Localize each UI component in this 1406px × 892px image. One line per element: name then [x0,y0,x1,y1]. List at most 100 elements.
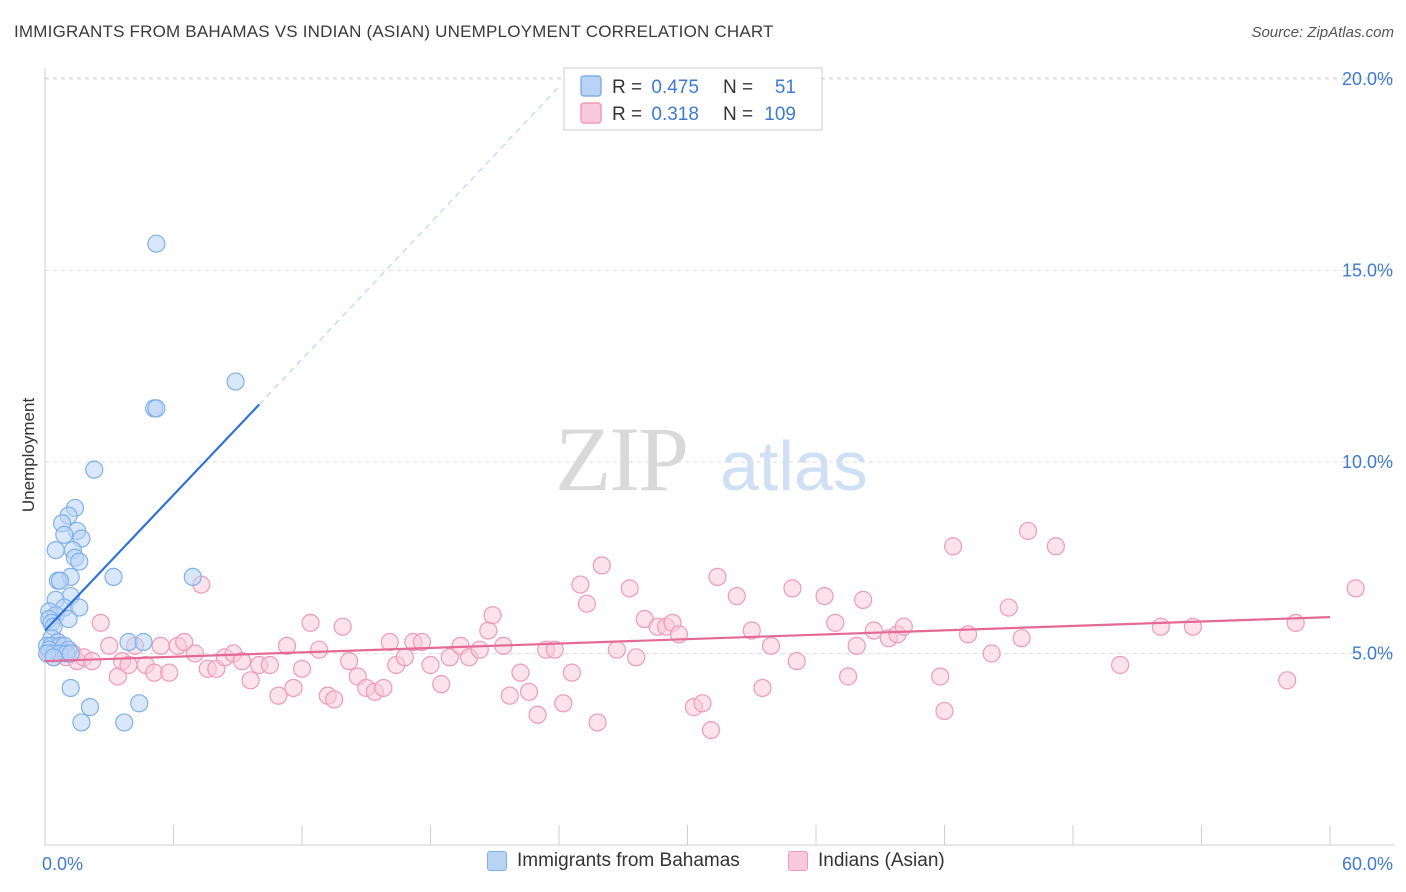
point-bahamas-18 [104,567,123,587]
point-bahamas-50 [44,648,63,667]
trend-line-bahamas-extension [258,86,560,405]
point-bahamas-48 [72,713,91,732]
point-bahamas-4 [85,460,104,479]
point-indians-30 [260,655,279,675]
point-indians-104 [1012,629,1031,648]
point-indians-112 [1346,579,1365,598]
point-bahamas-47 [130,694,149,713]
point-indians-44 [374,678,393,698]
y-tick-label-1: 10.0% [1342,452,1393,472]
point-indians-33 [284,678,303,698]
point-indians-92 [847,636,866,655]
point-indians-94 [864,621,883,640]
x-tick-label-0: 0.0% [42,854,83,874]
point-indians-18 [160,663,179,682]
point-indians-35 [301,613,320,632]
point-indians-64 [545,640,564,659]
point-indians-103 [999,598,1018,617]
point-indians-73 [626,648,646,667]
point-indians-108 [1151,617,1170,636]
legend-n-value-2: 109 [764,104,796,125]
trend-lines [44,86,1331,663]
point-indians-47 [395,648,414,667]
point-bahamas-43 [61,644,80,663]
point-indians-110 [1278,671,1297,690]
point-indians-107 [1111,655,1130,675]
legend-r-value-2: 0.318 [651,104,699,125]
point-indians-62 [528,705,547,724]
point-bahamas-0 [147,234,166,253]
point-indians-45 [380,632,399,652]
y-axis-title: Unemployment [19,398,38,513]
point-bahamas-46 [80,698,100,717]
bottom-legend-label-indians: Indians (Asian) [818,850,945,871]
point-bahamas-1 [226,372,245,391]
point-indians-100 [943,537,963,556]
chart-title: IMMIGRANTS FROM BAHAMAS VS INDIAN (ASIAN… [14,22,774,41]
point-bahamas-27 [59,609,78,629]
point-indians-61 [519,682,539,701]
point-indians-20 [175,632,194,652]
point-indians-52 [440,648,459,667]
point-indians-27 [232,652,252,671]
y-tick-label-3: 20.0% [1342,69,1393,89]
point-indians-57 [483,606,502,625]
point-indians-49 [412,632,432,652]
point-indians-86 [761,636,781,655]
y-tick-label-0: 5.0% [1352,644,1393,664]
point-bahamas-14 [70,552,89,571]
correlation-legend: R = 0.475 N = 51 R = 0.318 N = 109 [563,67,823,131]
svg-text:N =: N = [723,77,753,98]
point-bahamas-34 [134,632,153,652]
point-bahamas-45 [61,678,80,698]
svg-text:R = 0.318: R = 0.318 [612,104,699,125]
point-bahamas-11 [46,540,65,560]
point-bahamas-49 [115,713,134,732]
source-label: Source: ZipAtlas.com [1251,24,1394,41]
x-tick-label-1: 60.0% [1342,854,1393,874]
legend-n-value-1: 51 [775,77,796,98]
point-indians-82 [708,567,727,587]
watermark: ZIP atlas [555,408,868,510]
point-indians-40 [340,652,359,671]
point-indians-36 [310,640,329,659]
series-indians-asian-points [40,521,1365,740]
point-indians-71 [607,640,626,659]
point-indians-102 [982,644,1001,663]
point-indians-65 [554,694,573,713]
watermark-atlas: atlas [720,427,868,505]
legend-r-label-1: R = [612,77,647,98]
point-indians-99 [935,701,954,721]
point-indians-70 [592,556,611,575]
point-indians-98 [931,667,950,686]
point-indians-56 [479,621,498,640]
point-bahamas-17 [50,571,70,590]
point-indians-80 [693,694,712,713]
point-indians-9 [91,613,110,632]
point-indians-38 [325,690,344,709]
legend-swatch-bahamas [580,75,602,97]
bottom-legend-item-bahamas: Immigrants from Bahamas [487,850,740,872]
point-indians-87 [783,579,802,598]
point-indians-34 [292,659,312,678]
point-indians-89 [815,586,834,606]
bottom-legend-label-bahamas: Immigrants from Bahamas [517,850,740,871]
point-indians-21 [185,644,205,663]
legend-n-label-2: N = [723,104,753,125]
point-indians-8 [83,652,102,671]
point-indians-60 [511,663,530,682]
legend-r-label-2: R = [612,104,647,125]
point-indians-66 [562,663,581,682]
trend-line-indians [44,616,1331,663]
bottom-legend: Immigrants from Bahamas Indians (Asian) [0,850,1406,880]
point-bahamas-3 [147,399,166,418]
svg-text:R = 0.475: R = 0.475 [612,77,699,98]
bottom-legend-swatch-indians [788,851,808,871]
point-indians-39 [333,617,352,636]
point-indians-69 [588,713,607,732]
point-indians-51 [432,675,451,694]
point-indians-83 [727,586,746,606]
point-indians-72 [620,579,639,598]
point-indians-59 [500,686,519,705]
